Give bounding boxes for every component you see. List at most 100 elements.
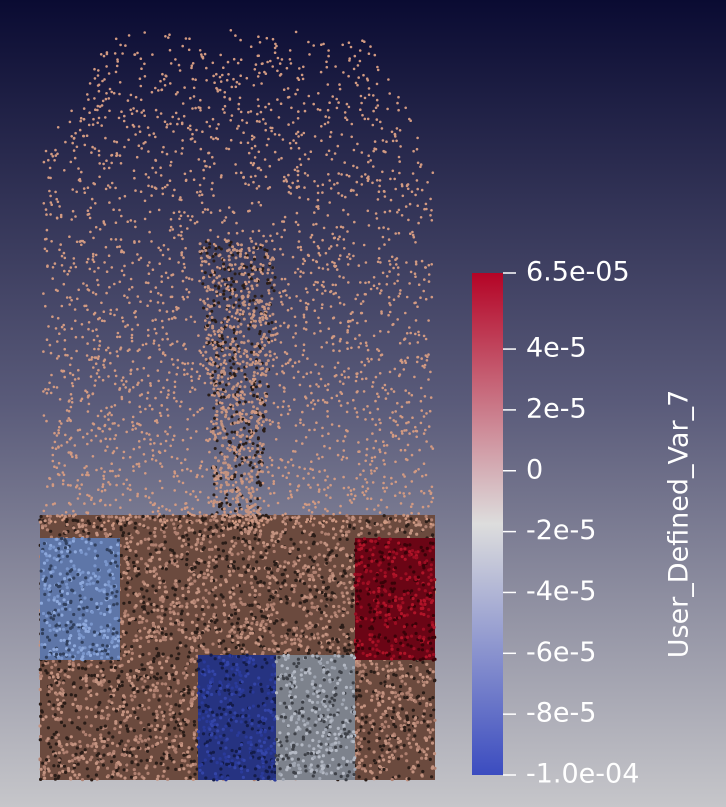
particle bbox=[162, 514, 166, 518]
particle bbox=[209, 619, 213, 623]
particle bbox=[236, 516, 240, 520]
particle bbox=[346, 567, 350, 571]
particle bbox=[429, 578, 433, 582]
particle bbox=[399, 746, 403, 750]
particle bbox=[327, 577, 331, 581]
particle bbox=[349, 573, 353, 577]
particle bbox=[386, 706, 391, 710]
particle bbox=[185, 605, 189, 609]
particle bbox=[185, 552, 189, 556]
particle bbox=[393, 668, 397, 672]
particle bbox=[201, 518, 205, 523]
particle bbox=[86, 519, 90, 523]
particle bbox=[68, 659, 72, 663]
particle bbox=[302, 553, 307, 558]
particle bbox=[384, 589, 388, 593]
particle bbox=[376, 530, 380, 534]
particle bbox=[120, 739, 124, 743]
particle bbox=[38, 702, 43, 706]
particle bbox=[123, 523, 127, 528]
particle bbox=[146, 662, 150, 666]
particle bbox=[159, 761, 163, 766]
particle bbox=[176, 656, 180, 661]
particle bbox=[266, 614, 271, 618]
particle bbox=[57, 656, 61, 660]
particle bbox=[193, 531, 197, 535]
particle bbox=[174, 671, 178, 676]
particle bbox=[358, 764, 362, 768]
particle bbox=[212, 612, 216, 617]
particle bbox=[378, 616, 382, 620]
particle bbox=[377, 536, 381, 541]
particle bbox=[196, 598, 200, 602]
particle bbox=[145, 619, 149, 623]
particle bbox=[375, 732, 379, 737]
particle bbox=[385, 734, 389, 738]
particle bbox=[152, 574, 156, 578]
particle bbox=[342, 646, 346, 650]
particle bbox=[46, 737, 50, 741]
particle bbox=[323, 592, 328, 597]
particle bbox=[224, 580, 228, 584]
particle bbox=[292, 590, 296, 594]
particle bbox=[155, 672, 160, 676]
particle bbox=[45, 558, 49, 562]
particle bbox=[178, 699, 183, 703]
particle bbox=[390, 644, 394, 648]
particle bbox=[43, 578, 48, 582]
particle bbox=[163, 524, 167, 528]
particle bbox=[339, 572, 343, 576]
particle bbox=[148, 531, 152, 535]
particle bbox=[368, 646, 372, 651]
particle bbox=[301, 572, 305, 576]
particle bbox=[112, 707, 116, 711]
particle bbox=[211, 603, 215, 607]
particle bbox=[261, 765, 265, 769]
particle bbox=[207, 591, 211, 595]
particle bbox=[230, 634, 234, 638]
particle bbox=[147, 652, 151, 656]
particle bbox=[174, 720, 178, 724]
particle bbox=[305, 518, 310, 522]
particle bbox=[259, 550, 263, 555]
particle bbox=[124, 587, 128, 591]
particle bbox=[63, 669, 67, 673]
particle bbox=[145, 743, 149, 747]
particle bbox=[151, 584, 155, 588]
particle bbox=[236, 640, 240, 645]
particle bbox=[93, 633, 97, 637]
particle bbox=[174, 734, 178, 739]
particle bbox=[430, 647, 434, 651]
particle bbox=[101, 673, 105, 677]
particle bbox=[186, 763, 190, 767]
particle bbox=[316, 636, 320, 640]
particle bbox=[380, 605, 384, 609]
particle bbox=[129, 540, 133, 544]
particle bbox=[87, 626, 91, 631]
particle bbox=[147, 723, 151, 727]
particle bbox=[387, 741, 391, 745]
particle bbox=[73, 742, 77, 746]
particle bbox=[174, 517, 178, 522]
particle bbox=[116, 639, 121, 643]
particle bbox=[174, 689, 178, 693]
particle bbox=[82, 626, 86, 630]
particle bbox=[297, 647, 301, 652]
particle bbox=[153, 727, 157, 732]
particle bbox=[167, 753, 171, 758]
particle bbox=[375, 775, 379, 780]
particle bbox=[225, 554, 229, 559]
particle bbox=[362, 728, 366, 733]
particle bbox=[413, 611, 417, 615]
particle bbox=[133, 771, 137, 776]
particle bbox=[144, 766, 148, 770]
particle bbox=[146, 685, 150, 689]
particle bbox=[60, 607, 64, 611]
particle bbox=[80, 666, 85, 670]
particle bbox=[91, 581, 95, 585]
particle bbox=[52, 610, 56, 615]
particle bbox=[298, 579, 302, 583]
particle bbox=[162, 597, 166, 601]
particle bbox=[188, 775, 192, 780]
particle bbox=[340, 623, 344, 627]
